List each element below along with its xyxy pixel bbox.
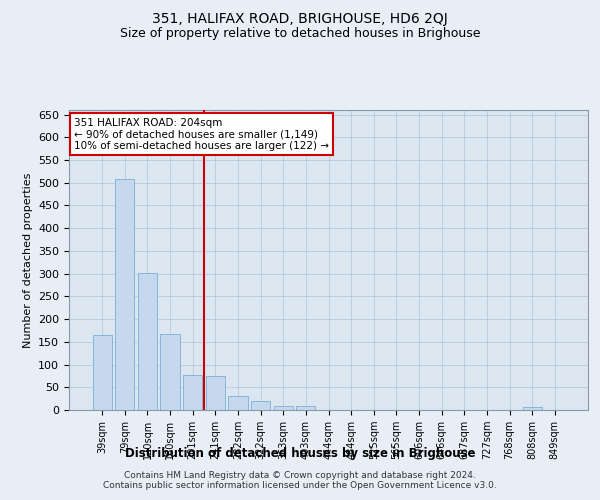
Bar [183,375,202,410]
Bar [251,401,270,410]
Bar [274,406,293,410]
Bar [206,376,225,410]
Y-axis label: Number of detached properties: Number of detached properties [23,172,32,348]
Text: Distribution of detached houses by size in Brighouse: Distribution of detached houses by size … [125,448,475,460]
Text: 351 HALIFAX ROAD: 204sqm
← 90% of detached houses are smaller (1,149)
10% of sem: 351 HALIFAX ROAD: 204sqm ← 90% of detach… [74,118,329,150]
Bar [115,179,134,410]
Text: 351, HALIFAX ROAD, BRIGHOUSE, HD6 2QJ: 351, HALIFAX ROAD, BRIGHOUSE, HD6 2QJ [152,12,448,26]
Bar [296,406,316,410]
Bar [138,272,157,410]
Bar [229,396,248,410]
Text: Size of property relative to detached houses in Brighouse: Size of property relative to detached ho… [120,28,480,40]
Bar [523,407,542,410]
Text: Contains HM Land Registry data © Crown copyright and database right 2024.
Contai: Contains HM Land Registry data © Crown c… [103,470,497,490]
Bar [160,334,180,410]
Bar [92,335,112,410]
